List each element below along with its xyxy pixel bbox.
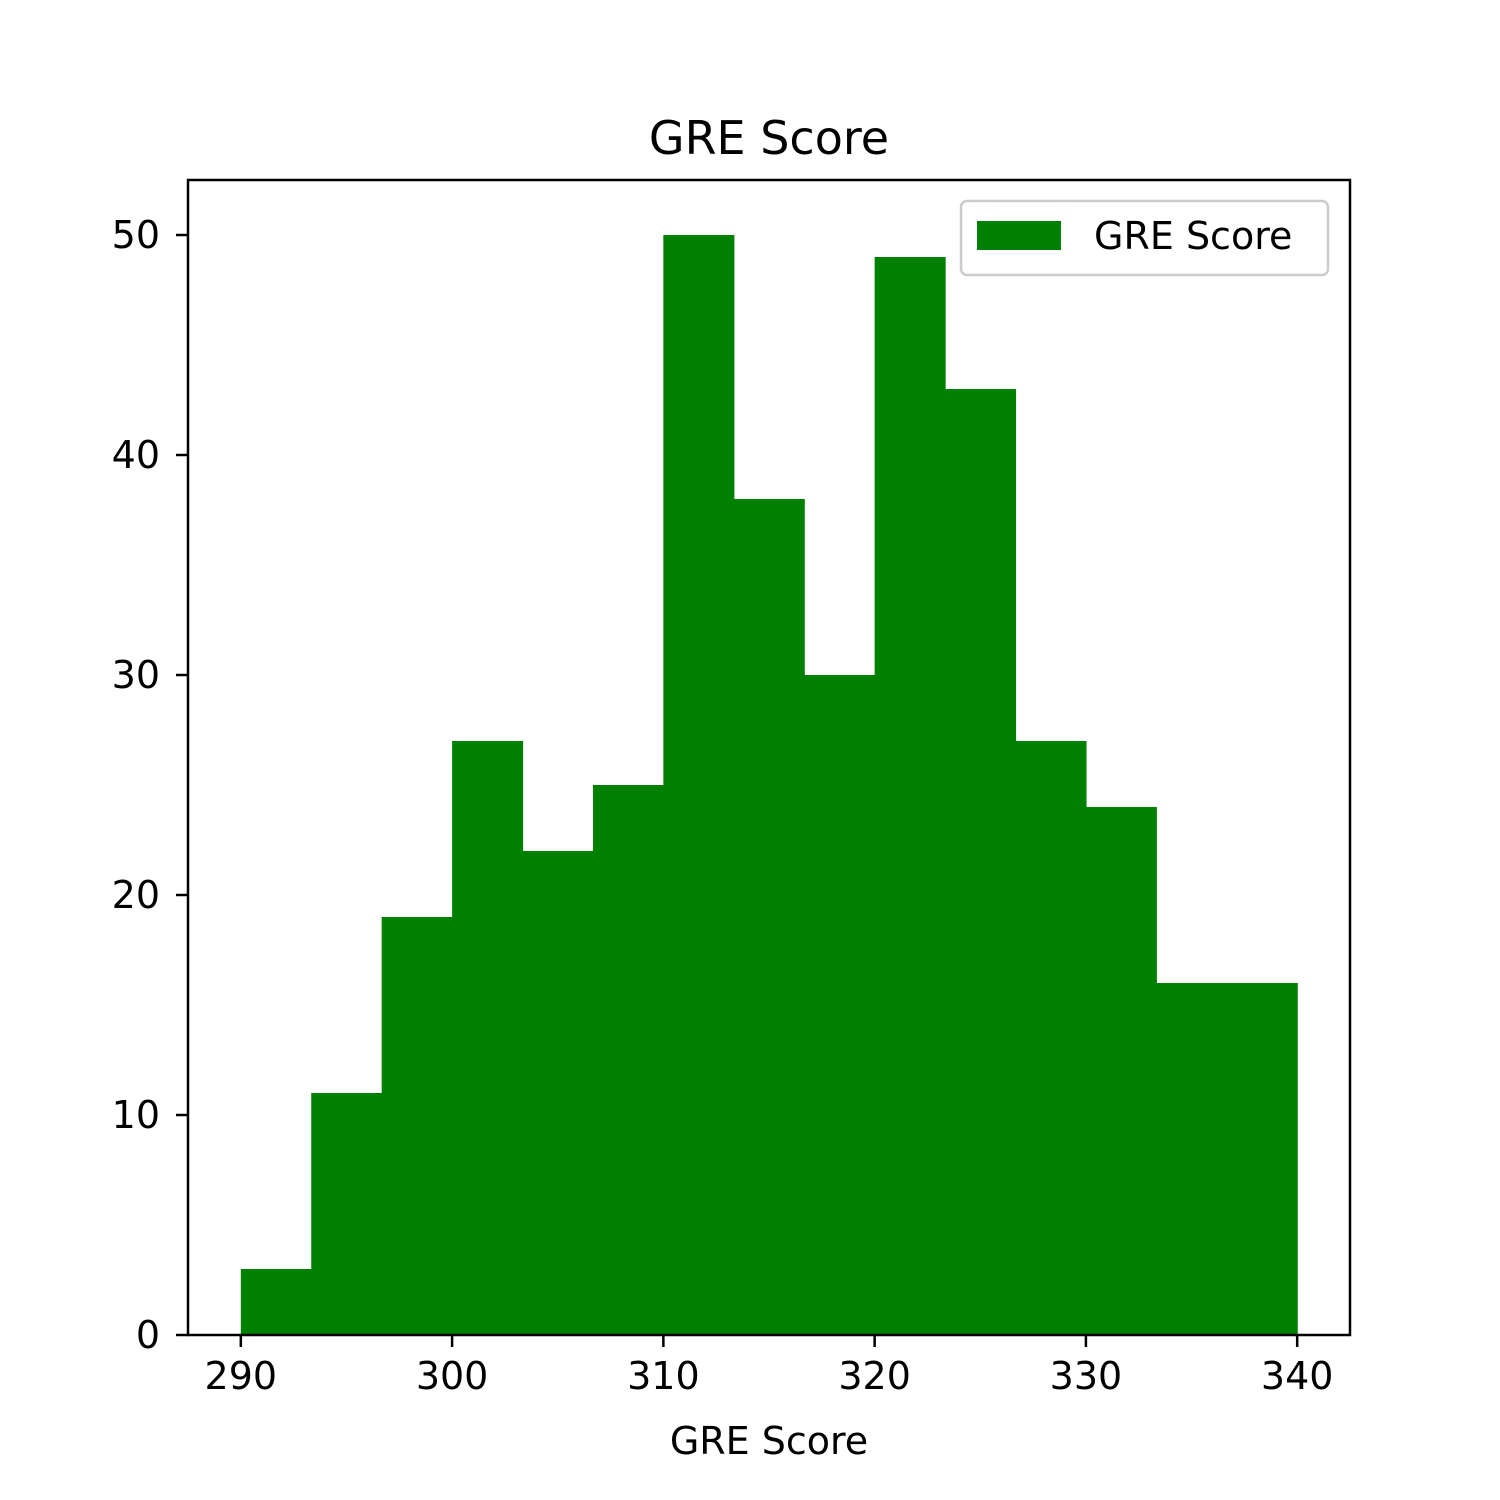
histogram-bar [311, 1093, 383, 1335]
y-tick-label: 30 [112, 653, 160, 697]
histogram-bar [804, 675, 876, 1335]
chart-title: GRE Score [649, 111, 889, 165]
histogram-bar [522, 851, 594, 1335]
histogram-bar [240, 1269, 312, 1335]
y-tick-label: 0 [136, 1313, 160, 1357]
y-tick-label: 40 [112, 433, 160, 477]
histogram-bar [1085, 807, 1157, 1335]
bars-group [240, 235, 1298, 1335]
x-tick-label: 310 [627, 1354, 700, 1398]
histogram-bar [733, 499, 805, 1335]
x-axis-label: GRE Score [670, 1419, 868, 1463]
histogram-bar [1226, 983, 1298, 1335]
x-tick-label: 340 [1261, 1354, 1334, 1398]
legend-label: GRE Score [1094, 214, 1292, 258]
legend-box [959, 199, 1330, 277]
histogram-bar [592, 785, 664, 1335]
histogram-bar [452, 741, 524, 1335]
y-axis-ticks: 0 10 20 30 40 50 [112, 213, 188, 1357]
y-tick-label: 10 [112, 1093, 160, 1137]
histogram-bar [663, 235, 735, 1335]
x-axis-ticks: 290 300 310 320 330 340 [205, 1335, 1334, 1398]
legend: GRE Score [959, 199, 1330, 277]
x-tick-label: 320 [838, 1354, 911, 1398]
x-tick-label: 300 [416, 1354, 489, 1398]
histogram-bar [1156, 983, 1228, 1335]
histogram-bar [1015, 741, 1087, 1335]
x-tick-label: 290 [205, 1354, 278, 1398]
y-tick-label: 20 [112, 873, 160, 917]
histogram-bar [945, 389, 1017, 1335]
plot-frame [186, 178, 1352, 1337]
legend-swatch [977, 221, 1061, 250]
y-tick-label: 50 [112, 213, 160, 257]
x-tick-label: 330 [1050, 1354, 1123, 1398]
histogram-bar [874, 257, 946, 1335]
histogram-bar [381, 917, 453, 1335]
